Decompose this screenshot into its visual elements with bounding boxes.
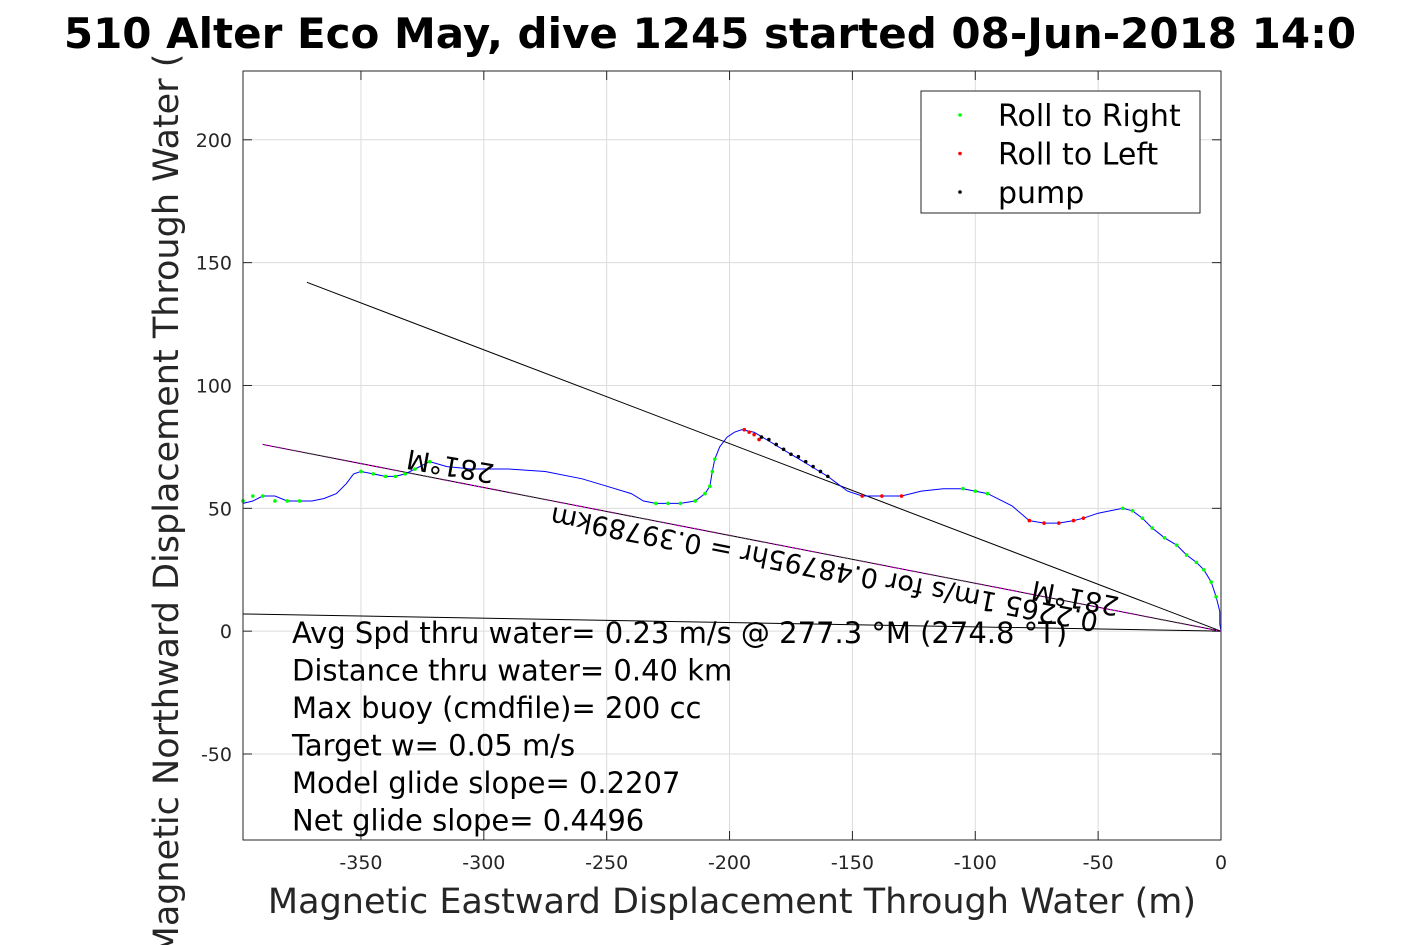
stats-block: Avg Spd thru water= 0.23 m/s @ 277.3 °M … <box>291 616 1067 838</box>
pump-point <box>781 447 786 452</box>
avg-speed-dots <box>262 443 1222 632</box>
pump-point <box>826 474 830 479</box>
roll-left-point <box>742 427 747 432</box>
chart-title: 510 Alter Eco May, dive 1245 started 08-… <box>64 9 1356 58</box>
roll-right-point <box>285 499 290 503</box>
roll-right-point <box>359 469 363 474</box>
roll-left-point <box>1081 516 1086 520</box>
stat-line: Target w= 0.05 m/s <box>291 729 575 763</box>
roll-right-point <box>1130 508 1135 513</box>
pump-point <box>796 454 801 459</box>
x-tick-label: -350 <box>339 852 382 874</box>
pump-point <box>811 464 815 469</box>
y-tick-label: 50 <box>208 498 232 520</box>
roll-left-point <box>757 437 761 442</box>
roll-left-point <box>747 430 752 434</box>
reference-line <box>242 613 1222 632</box>
reference-line <box>306 281 1222 632</box>
roll-right-point <box>693 499 697 503</box>
roll-right-point <box>393 474 398 479</box>
x-tick-label: -100 <box>954 852 997 874</box>
roll-right-point <box>985 491 990 496</box>
roll-left-point <box>899 494 904 498</box>
pump-point <box>818 469 823 474</box>
roll-left-point <box>1071 518 1076 523</box>
roll-right-point <box>251 494 255 498</box>
roll-left-point <box>860 494 865 498</box>
roll-left-point <box>880 494 884 498</box>
roll-left-point <box>1057 521 1061 525</box>
roll-right-point <box>413 467 417 471</box>
pump-point <box>789 452 793 457</box>
markers <box>241 427 1218 599</box>
x-axis-label: Magnetic Eastward Displacement Through W… <box>268 882 1196 922</box>
stat-line: Model glide slope= 0.2207 <box>292 766 680 800</box>
pump-point <box>759 435 764 439</box>
roll-right-point <box>1174 543 1179 547</box>
roll-right-point <box>1194 560 1199 565</box>
roll-right-point <box>1209 580 1213 584</box>
roll-right-point <box>297 499 302 503</box>
pump-point <box>803 459 808 464</box>
roll-right-point <box>973 489 978 493</box>
x-tick-label: -150 <box>831 852 874 874</box>
legend-label: Roll to Right <box>998 99 1181 134</box>
roll-left-point <box>1042 521 1046 525</box>
roll-right-point <box>403 472 407 476</box>
roll-left-point <box>752 432 756 437</box>
roll-right-point <box>260 494 265 498</box>
roll-right-point <box>273 499 277 503</box>
stat-line: Distance thru water= 0.40 km <box>292 654 732 688</box>
roll-right-point <box>1150 526 1154 530</box>
legend-label: pump <box>998 176 1084 211</box>
x-tick-label: -200 <box>708 852 751 874</box>
x-tick-label: 0 <box>1215 852 1227 874</box>
pump-point <box>774 442 779 447</box>
y-tick-label: 200 <box>196 130 232 152</box>
y-tick-label: 0 <box>220 621 232 643</box>
stat-line: Net glide slope= 0.4496 <box>292 804 644 838</box>
y-tick-label: 150 <box>196 253 232 275</box>
stat-line: Avg Spd thru water= 0.23 m/s @ 277.3 °M … <box>292 616 1067 650</box>
ticks: -350 -300 -250 -200 -150 -100 -50 0 -50 0 50 100 150… <box>196 71 1227 874</box>
roll-right-point <box>1214 594 1218 599</box>
roll-right-point <box>371 472 376 476</box>
y-tick-label: -50 <box>201 744 232 766</box>
reference-lines <box>242 281 1222 632</box>
pump-point <box>767 437 771 442</box>
roll-right-point <box>666 501 670 506</box>
roll-right-point <box>383 474 388 479</box>
roll-right-point <box>1162 536 1167 540</box>
roll-right-point <box>427 459 432 464</box>
roll-right-point <box>654 501 658 506</box>
roll-right-point <box>1140 516 1145 520</box>
roll-right-point <box>710 469 715 474</box>
y-tick-label: 100 <box>196 375 232 397</box>
roll-right-point <box>1201 567 1206 572</box>
legend-box <box>920 90 1201 214</box>
legend-marker <box>958 190 962 194</box>
legend-marker <box>958 151 962 156</box>
x-tick-label: -50 <box>1083 852 1114 874</box>
roll-right-point <box>708 484 712 489</box>
x-tick-label: -300 <box>462 852 505 874</box>
x-tick-label: -250 <box>585 852 628 874</box>
roll-right-point <box>712 457 717 461</box>
stat-line: Max buoy (cmdfile)= 200 cc <box>292 691 701 725</box>
roll-right-point <box>703 491 707 496</box>
roll-right-point <box>678 501 683 506</box>
plot-frame <box>242 70 1222 841</box>
roll-left-point <box>1027 518 1032 523</box>
y-axis-label: Magnetic Northward Displacement Through … <box>147 54 187 945</box>
roll-right-point <box>961 486 965 491</box>
roll-right-point <box>1184 553 1189 557</box>
legend-marker <box>958 113 962 117</box>
roll-right-point <box>1120 506 1125 511</box>
legend-label: Roll to Left <box>998 138 1158 173</box>
